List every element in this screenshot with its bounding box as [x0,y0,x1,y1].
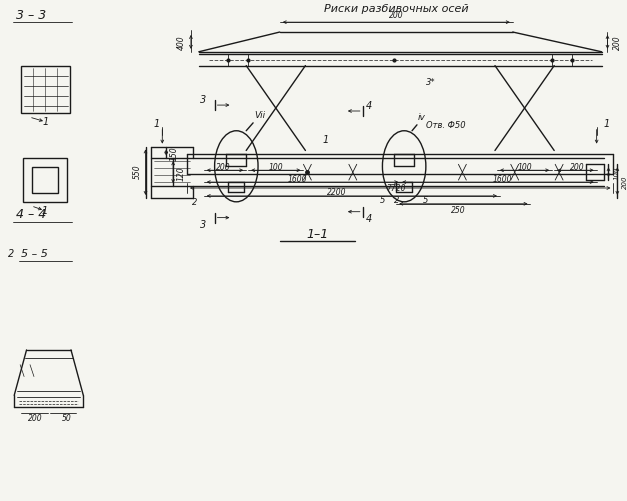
Text: 150: 150 [170,146,179,160]
Text: 550: 550 [133,164,142,178]
Text: 100: 100 [613,166,619,179]
Text: 5 – 5: 5 – 5 [21,248,48,259]
Text: Отв. Ф50: Отв. Ф50 [426,121,465,130]
Text: 1: 1 [42,205,48,215]
Text: 50: 50 [61,413,71,422]
Text: 7720: 7720 [386,184,406,193]
Text: 3 – 3: 3 – 3 [16,9,46,22]
Text: 200: 200 [28,413,42,422]
Text: 3: 3 [199,219,206,229]
Text: Риски разбивочных осей: Риски разбивочных осей [324,5,468,15]
Text: 1: 1 [43,117,49,127]
Text: 2: 2 [394,196,399,205]
Text: 2: 2 [8,248,14,259]
Text: iv: iv [418,113,426,122]
Text: 1: 1 [603,119,609,129]
Text: 1600: 1600 [288,174,307,183]
Text: 200: 200 [622,175,627,188]
Text: 3*: 3* [426,78,436,87]
Text: 200: 200 [569,162,584,171]
Text: 4: 4 [366,101,372,111]
Text: 200: 200 [389,11,404,20]
Text: 1: 1 [322,134,329,144]
Text: 400: 400 [177,36,186,50]
Text: 3: 3 [199,95,206,105]
Text: 200: 200 [613,36,622,50]
Bar [23,159,66,202]
Text: 5: 5 [423,196,428,205]
Text: 120: 120 [177,165,186,180]
Text: 200: 200 [216,162,231,171]
Text: 100: 100 [268,162,283,171]
Text: 1–1: 1–1 [306,227,329,240]
Text: 5: 5 [380,196,385,205]
Text: 2200: 2200 [327,188,347,197]
Text: Vii: Vii [255,111,266,120]
Text: 250: 250 [451,206,466,215]
Text: 100: 100 [517,162,532,171]
Text: 4: 4 [366,213,372,223]
Bar [32,168,58,193]
Text: 4 – 4: 4 – 4 [16,208,46,221]
Text: 1: 1 [153,119,159,129]
Bar [21,67,70,114]
Text: 1600: 1600 [493,174,513,183]
Text: 2: 2 [192,198,198,207]
